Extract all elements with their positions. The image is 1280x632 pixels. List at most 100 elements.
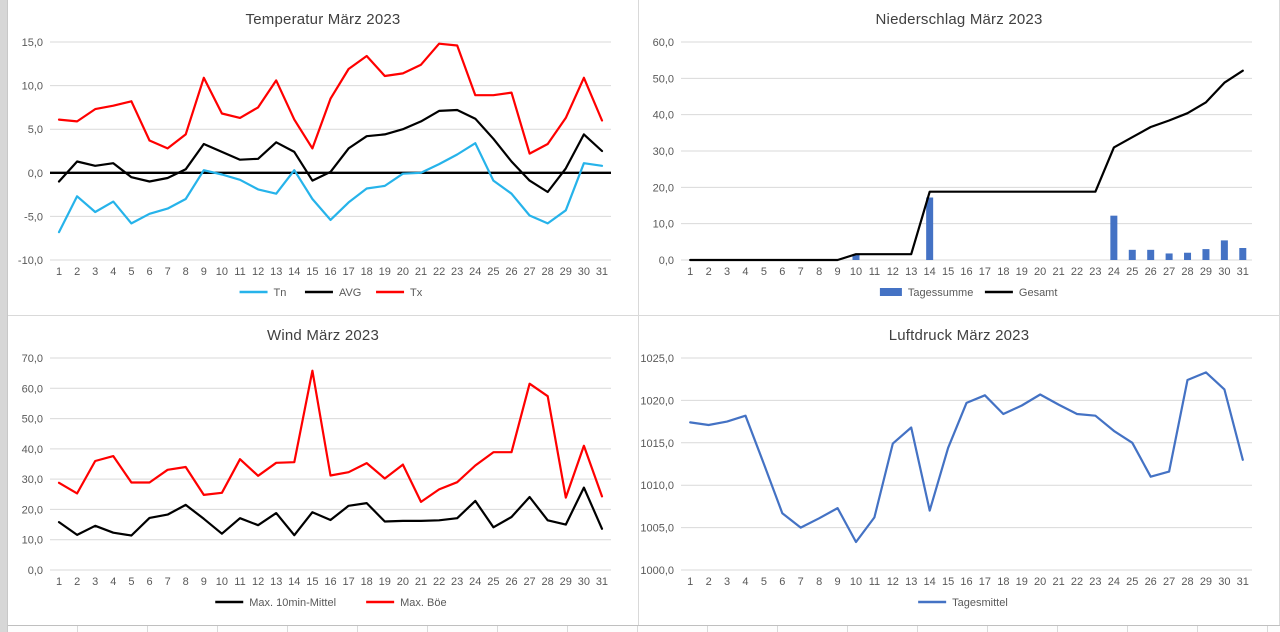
svg-text:7: 7 — [798, 576, 804, 588]
svg-text:10,0: 10,0 — [653, 219, 674, 231]
svg-text:11: 11 — [869, 576, 880, 588]
svg-text:30: 30 — [1218, 576, 1230, 588]
svg-text:15,0: 15,0 — [22, 37, 43, 49]
svg-text:60,0: 60,0 — [22, 383, 43, 395]
svg-text:21: 21 — [415, 576, 427, 588]
svg-text:16: 16 — [960, 576, 972, 588]
svg-text:6: 6 — [779, 576, 785, 588]
svg-text:24: 24 — [1108, 576, 1120, 588]
svg-text:26: 26 — [1145, 576, 1157, 588]
svg-text:3: 3 — [92, 266, 98, 278]
svg-text:3: 3 — [724, 266, 730, 278]
svg-text:19: 19 — [379, 266, 391, 278]
svg-text:24: 24 — [469, 266, 481, 278]
svg-text:Max. 10min-Mittel: Max. 10min-Mittel — [249, 597, 336, 609]
svg-text:5: 5 — [761, 266, 767, 278]
svg-text:29: 29 — [560, 576, 572, 588]
svg-text:Tagesmittel: Tagesmittel — [952, 597, 1008, 609]
svg-text:17: 17 — [342, 576, 354, 588]
svg-text:0,0: 0,0 — [28, 168, 43, 180]
svg-text:27: 27 — [523, 266, 535, 278]
svg-text:22: 22 — [433, 266, 445, 278]
svg-text:1: 1 — [687, 576, 693, 588]
svg-text:29: 29 — [1200, 576, 1212, 588]
svg-text:21: 21 — [1052, 266, 1064, 278]
svg-text:6: 6 — [146, 266, 152, 278]
svg-text:13: 13 — [905, 576, 917, 588]
svg-text:5: 5 — [761, 576, 767, 588]
svg-text:8: 8 — [183, 576, 189, 588]
svg-text:22: 22 — [433, 576, 445, 588]
svg-text:22: 22 — [1071, 576, 1083, 588]
svg-text:12: 12 — [252, 266, 264, 278]
svg-text:8: 8 — [816, 576, 822, 588]
svg-text:8: 8 — [183, 266, 189, 278]
svg-text:15: 15 — [942, 266, 954, 278]
svg-text:9: 9 — [835, 266, 841, 278]
svg-text:24: 24 — [1108, 266, 1120, 278]
svg-text:20,0: 20,0 — [22, 504, 43, 516]
svg-text:14: 14 — [288, 266, 300, 278]
svg-text:25: 25 — [1126, 576, 1138, 588]
svg-text:1020,0: 1020,0 — [640, 395, 674, 407]
svg-text:3: 3 — [724, 576, 730, 588]
svg-text:21: 21 — [1052, 576, 1064, 588]
svg-text:6: 6 — [779, 266, 785, 278]
svg-text:1: 1 — [56, 576, 62, 588]
svg-text:27: 27 — [1163, 266, 1175, 278]
svg-text:60,0: 60,0 — [653, 37, 674, 49]
svg-text:2: 2 — [74, 576, 80, 588]
sheet-left-strip — [0, 0, 8, 632]
panel-precipitation: Niederschlag März 2023 60,0 50,0 40,0 30,0 2… — [639, 0, 1279, 315]
charts-area: Temperatur März 2023 15,0 10,0 5,0 0,0 -5,0-… — [8, 0, 1280, 632]
svg-text:21: 21 — [415, 266, 427, 278]
svg-text:23: 23 — [451, 576, 463, 588]
wind-chart: 70,060,050,040,030,020,010,00,01 2 3 4 5 6 7 8 9… — [22, 353, 611, 609]
svg-text:16: 16 — [324, 266, 336, 278]
svg-text:30,0: 30,0 — [22, 474, 43, 486]
svg-text:1025,0: 1025,0 — [640, 353, 674, 365]
svg-text:20,0: 20,0 — [653, 182, 674, 194]
panel-temperature: Temperatur März 2023 15,0 10,0 5,0 0,0 -5,0 -… — [8, 0, 638, 315]
svg-text:15: 15 — [942, 576, 954, 588]
svg-text:20: 20 — [1034, 266, 1046, 278]
svg-text:23: 23 — [1089, 266, 1101, 278]
chart-title-pressure: Luftdruck März 2023 — [888, 327, 1030, 344]
svg-text:1: 1 — [687, 266, 693, 278]
svg-text:16: 16 — [324, 576, 336, 588]
svg-text:30: 30 — [1218, 266, 1230, 278]
svg-text:15: 15 — [306, 266, 318, 278]
chart-title-temperature: Temperatur März 2023 — [245, 11, 401, 28]
svg-text:Tagessumme: Tagessumme — [908, 287, 973, 299]
svg-text:11: 11 — [234, 576, 245, 588]
svg-text:30,0: 30,0 — [653, 146, 674, 158]
svg-text:4: 4 — [742, 266, 748, 278]
svg-text:10: 10 — [216, 266, 228, 278]
svg-text:28: 28 — [1181, 576, 1193, 588]
svg-text:50,0: 50,0 — [653, 73, 674, 85]
svg-text:5: 5 — [128, 576, 134, 588]
svg-text:11: 11 — [234, 266, 245, 278]
svg-text:5,0: 5,0 — [28, 124, 43, 136]
svg-text:4: 4 — [742, 576, 748, 588]
svg-text:1015,0: 1015,0 — [640, 438, 674, 450]
svg-text:18: 18 — [997, 576, 1009, 588]
chart-title-wind: Wind März 2023 — [266, 327, 379, 344]
svg-text:2: 2 — [706, 266, 712, 278]
svg-text:9: 9 — [835, 576, 841, 588]
svg-text:25: 25 — [487, 576, 499, 588]
panel-wind: Wind März 2023 70,0 60,0 50,0 40,0 30,0 20,0 1… — [8, 316, 638, 625]
svg-text:20: 20 — [1034, 576, 1046, 588]
svg-text:8: 8 — [816, 266, 822, 278]
svg-text:19: 19 — [379, 576, 391, 588]
svg-text:Max. Böe: Max. Böe — [400, 597, 446, 609]
svg-text:18: 18 — [361, 576, 373, 588]
svg-text:16: 16 — [960, 266, 972, 278]
svg-text:4: 4 — [110, 576, 116, 588]
svg-text:50,0: 50,0 — [22, 414, 43, 426]
svg-text:31: 31 — [1237, 576, 1249, 588]
svg-text:12: 12 — [887, 576, 899, 588]
panel-pressure: Luftdruck März 2023 1025,0 1020,0 1015,0 10… — [639, 316, 1279, 625]
